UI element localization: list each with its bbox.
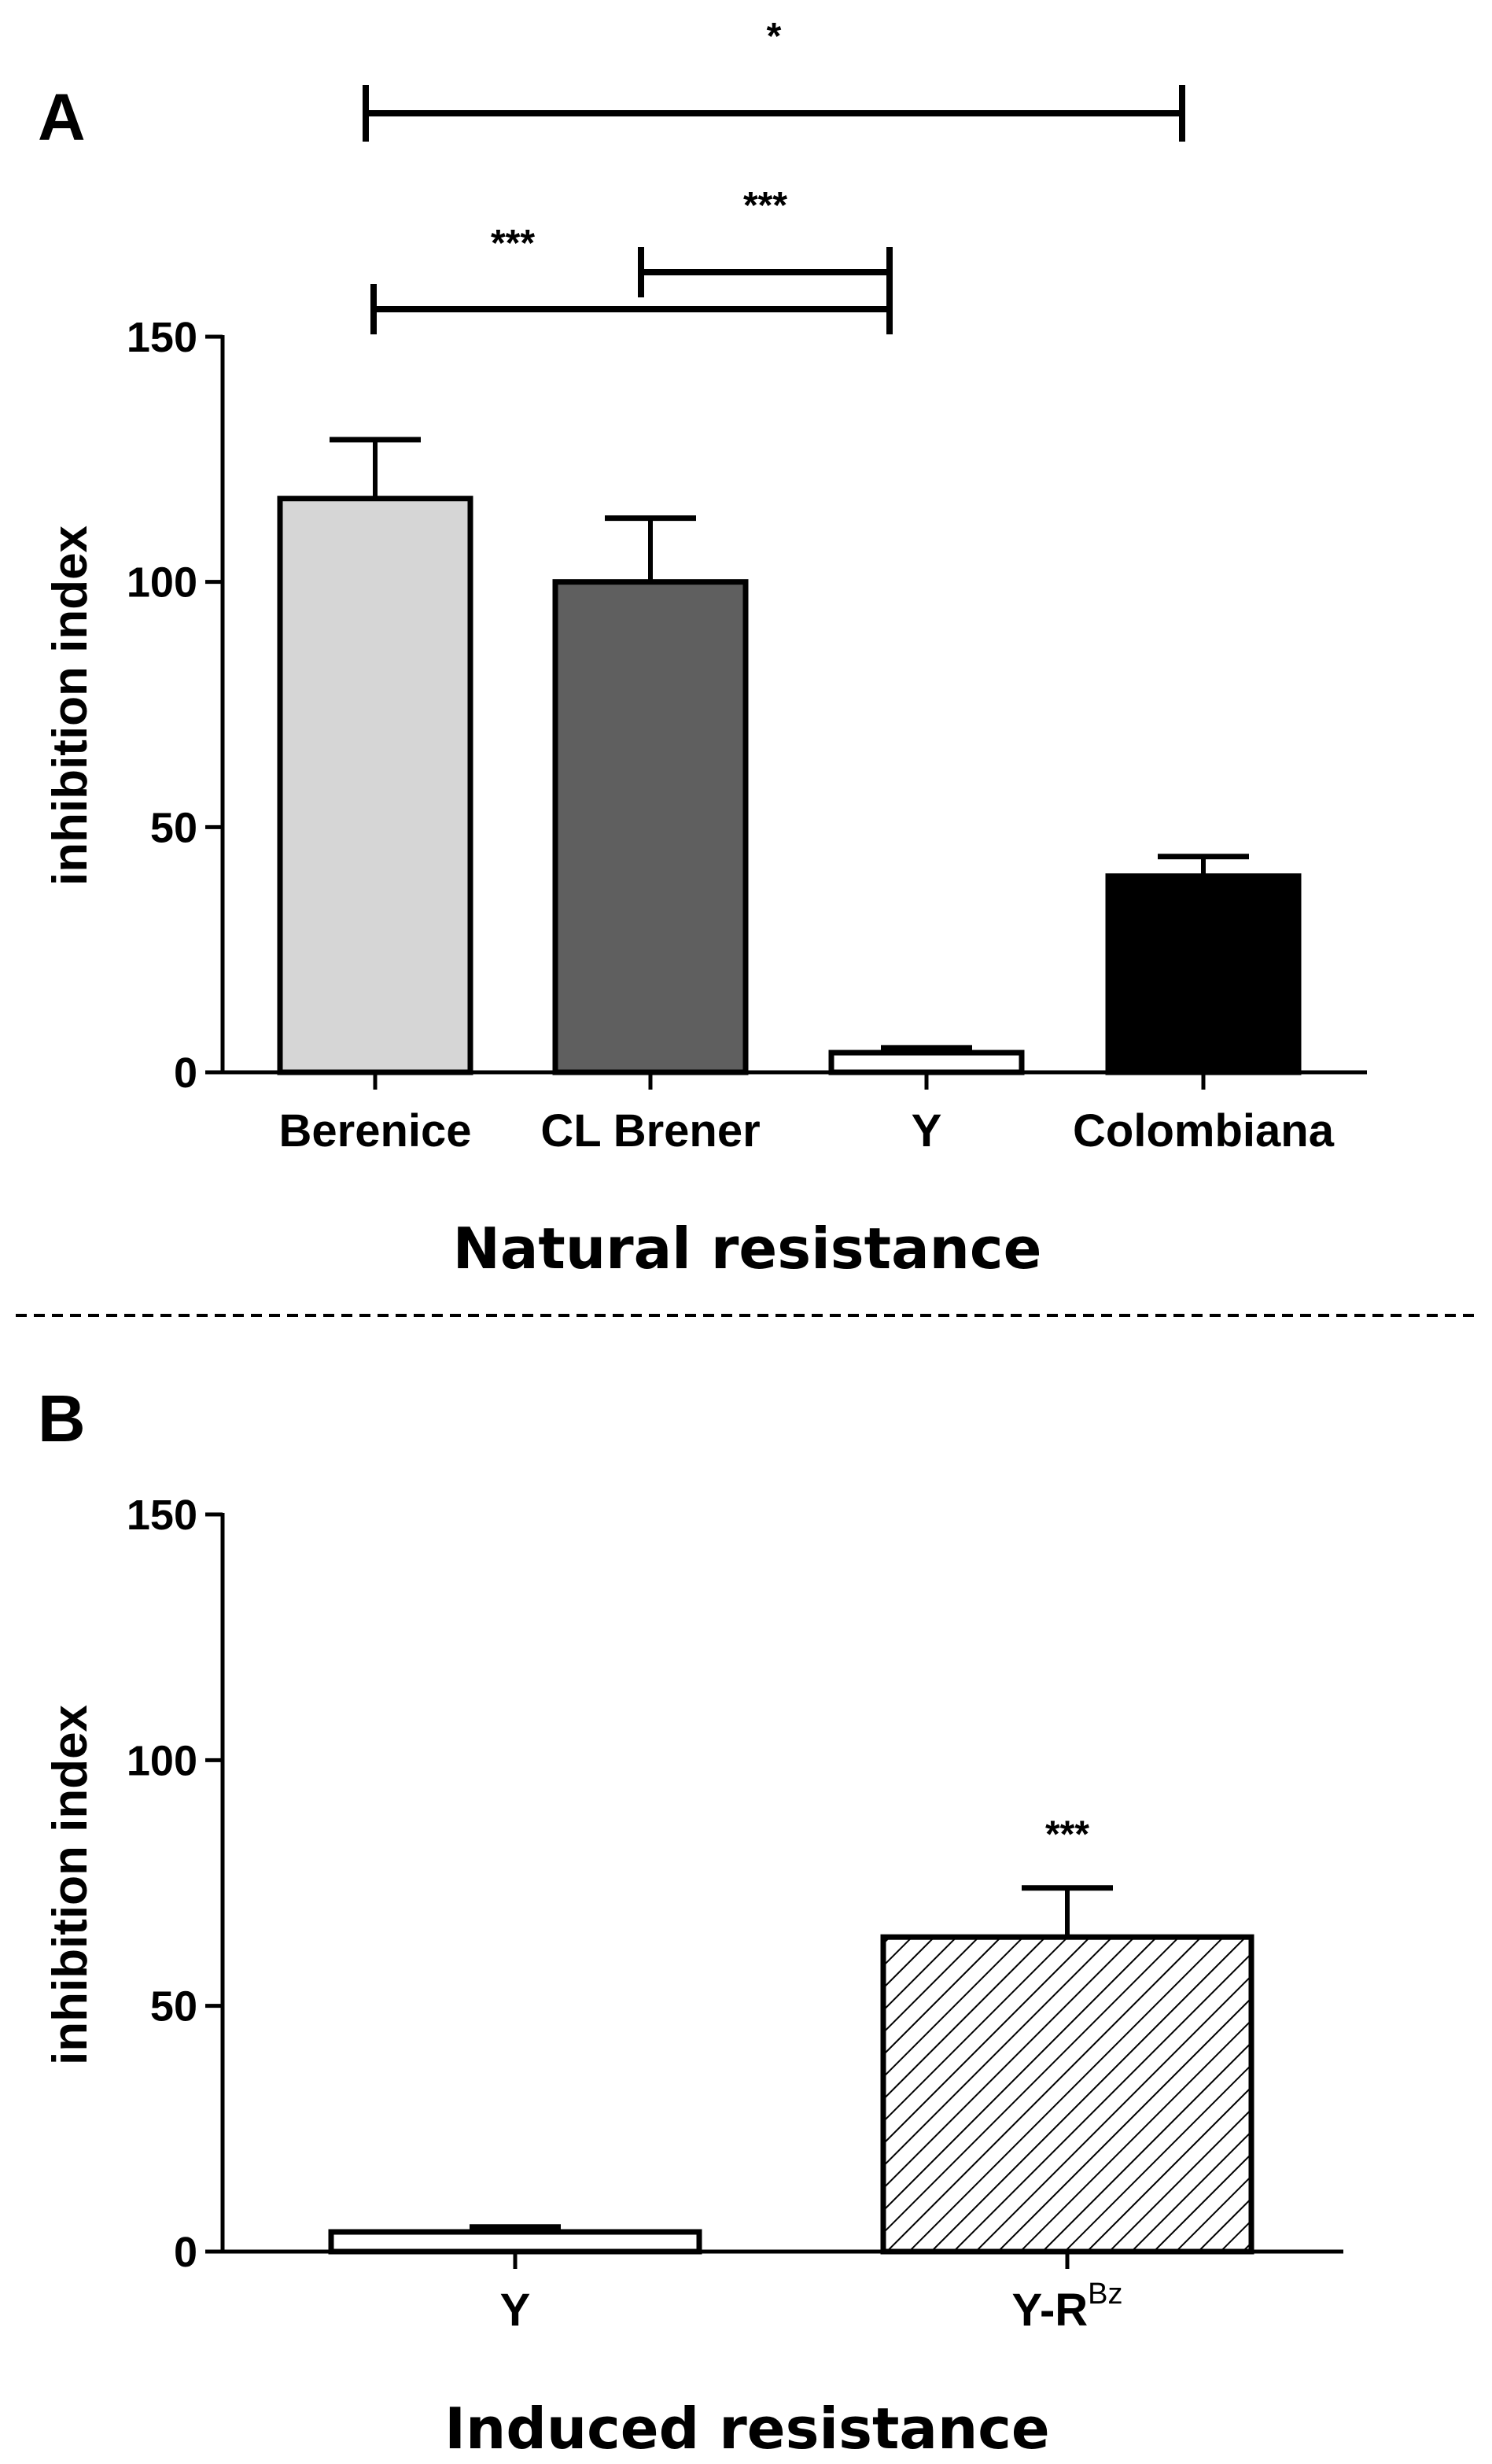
significance-label: *** bbox=[743, 185, 787, 227]
a-category-label: CL Brener bbox=[540, 1105, 760, 1156]
a-y-tick-label: 100 bbox=[127, 559, 197, 607]
y-axis-label-a: inhibition index bbox=[43, 525, 98, 886]
significance-brackets-a: ******* bbox=[363, 16, 1185, 334]
b-y-tick-label: 0 bbox=[174, 2229, 197, 2276]
a-category-label: Berenice bbox=[278, 1105, 471, 1156]
x-axis-label-b: Induced resistance bbox=[444, 2396, 1049, 2462]
panel-b: B 0 50 100 150 Y Y-RBz *** inhibition index I… bbox=[38, 1381, 1343, 2462]
a-y-tick-label: 0 bbox=[174, 1049, 197, 1097]
panel-b-label: B bbox=[38, 1381, 86, 1455]
b-y-tick-label: 150 bbox=[127, 1492, 197, 1539]
b-bar bbox=[880, 1934, 1254, 2255]
a-bar bbox=[828, 1049, 1025, 1075]
b-y-tick-label: 100 bbox=[127, 1737, 197, 1784]
a-bar bbox=[552, 579, 749, 1075]
a-bar bbox=[277, 496, 473, 1075]
panel-a-label: A bbox=[38, 80, 86, 154]
b-y-tick-label: 50 bbox=[150, 1983, 197, 2031]
b-category-label: Y bbox=[500, 2285, 531, 2336]
a-y-tick-label: 50 bbox=[150, 804, 197, 851]
a-category-label: Colombiana bbox=[1073, 1105, 1335, 1156]
significance-label: * bbox=[767, 16, 782, 57]
significance-label: *** bbox=[491, 223, 535, 264]
bars-b: *** bbox=[328, 1814, 1254, 2255]
bars-a bbox=[277, 437, 1302, 1075]
b-bar-significance: *** bbox=[1045, 1814, 1089, 1856]
a-y-tick-label: 150 bbox=[127, 314, 197, 361]
b-bar bbox=[328, 2229, 702, 2255]
y-axis-label-b: inhibition index bbox=[43, 1704, 98, 2065]
a-bar bbox=[1105, 873, 1302, 1075]
b-category-label: Y-RBz bbox=[1011, 2278, 1122, 2336]
a-category-label: Y bbox=[912, 1105, 942, 1156]
x-axis-label-a: Natural resistance bbox=[453, 1215, 1042, 1282]
